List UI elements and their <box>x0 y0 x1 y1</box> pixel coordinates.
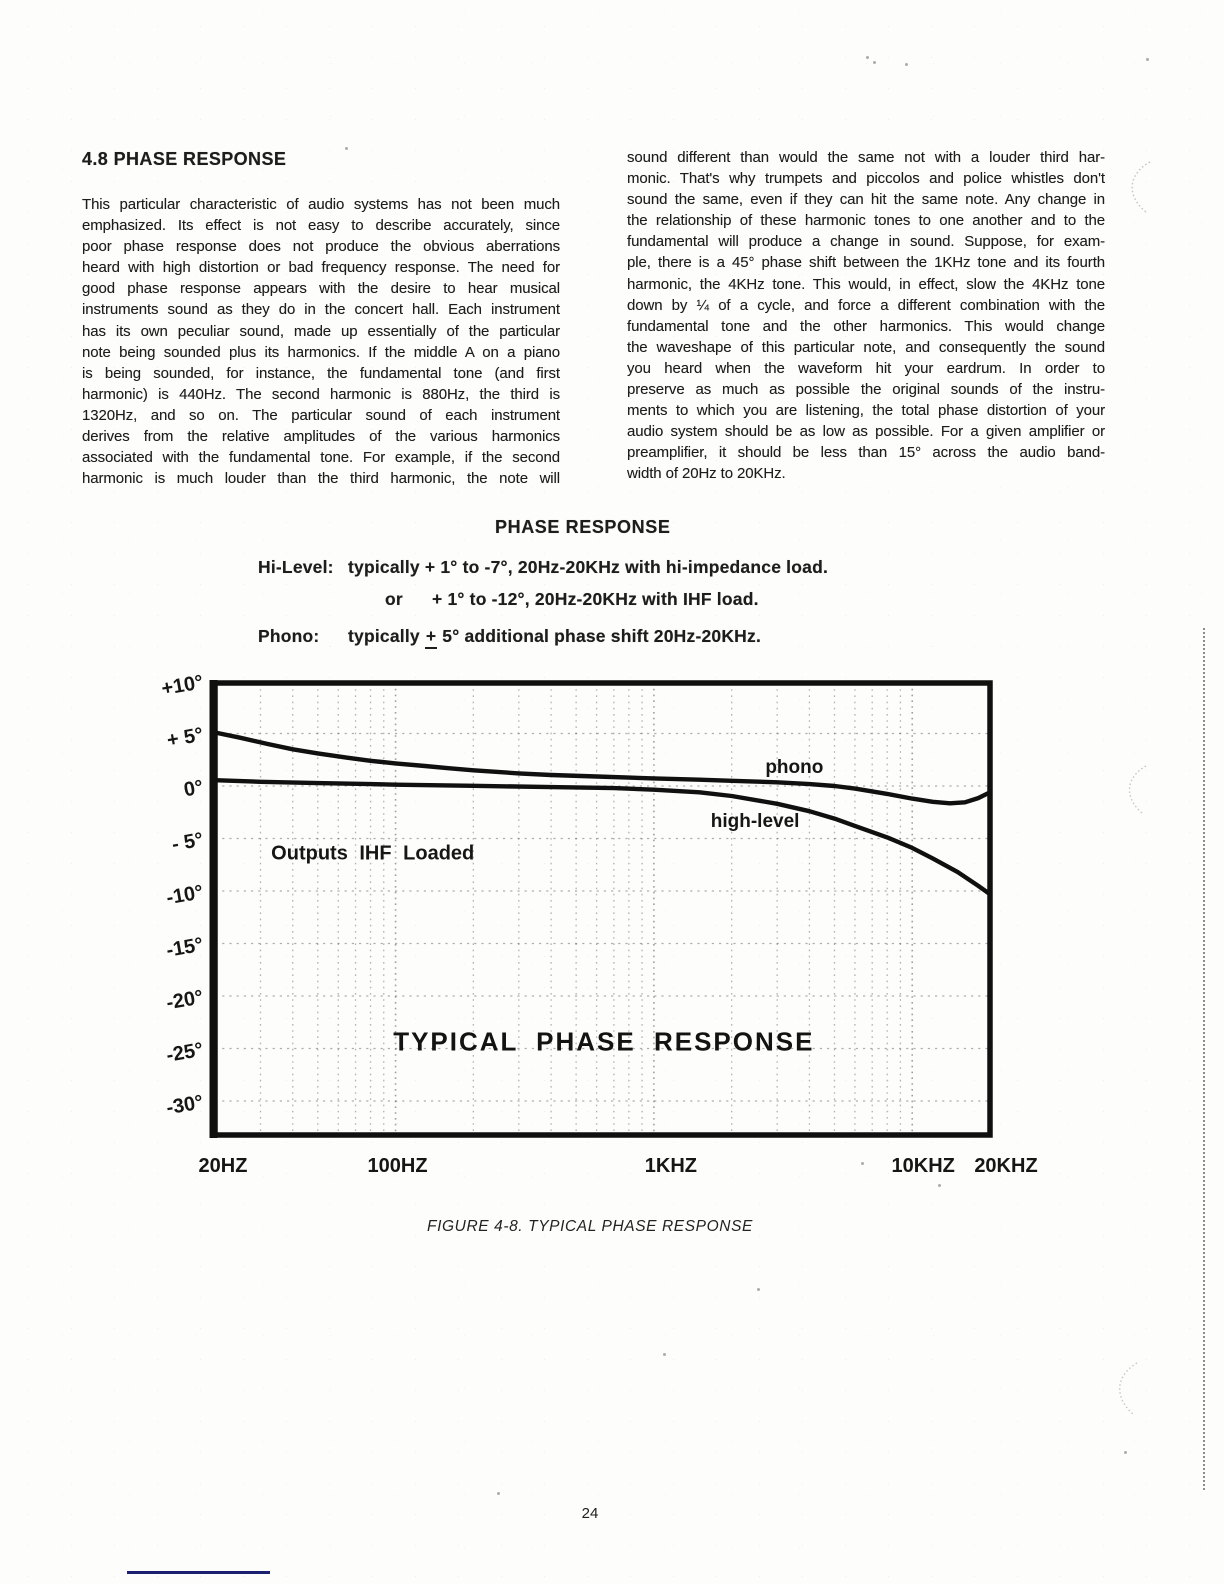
scan-speck <box>873 61 876 64</box>
spec-hi-level-line1: typically + 1° to -7°, 20Hz-20KHz with h… <box>348 557 829 577</box>
x-axis-tick-label: 20HZ <box>199 1155 248 1177</box>
scan-artifact-blue-line <box>127 1571 270 1574</box>
figure-caption: FIGURE 4-8. TYPICAL PHASE RESPONSE <box>427 1218 753 1235</box>
text-line: preamplifier, it should be less than 15°… <box>627 444 1105 462</box>
x-axis-tick-label: 10KHZ <box>892 1155 955 1177</box>
text-line: sound the same, even if they can hit the… <box>627 191 1105 209</box>
text-line: poor phase response does not produce the… <box>82 238 560 256</box>
plot-frame <box>212 680 993 1138</box>
scan-speck <box>861 1162 864 1165</box>
y-axis-tick-label: + 5° <box>165 724 205 752</box>
text-line: ple, there is a 45° phase shift between … <box>627 254 1105 272</box>
x-axis-tick-label: 1KHZ <box>645 1155 697 1177</box>
text-line: 1320Hz, and so on. The particular sound … <box>82 406 560 424</box>
y-axis-tick-label: 0° <box>182 776 205 801</box>
spec-hi-level-line2: + 1° to -12°, 20Hz-20KHz with IHF load. <box>432 589 759 609</box>
x-axis-tick-label: 100HZ <box>368 1155 428 1177</box>
series-phono <box>212 730 993 806</box>
text-line: down by ¼ of a cycle, and force a differ… <box>627 296 1105 314</box>
text-line: you heard when the waveform hit your ear… <box>627 359 1105 377</box>
scan-speck <box>1124 1451 1127 1454</box>
text-line: fundamental tone and the other harmonics… <box>627 317 1105 335</box>
spec-or-label: or <box>385 589 403 609</box>
spec-phono-line: typically +5° additional phase shift 20Hz… <box>348 626 762 649</box>
scan-speck <box>663 1353 666 1356</box>
y-axis-tick-label: -15° <box>165 934 205 962</box>
text-line: instruments sound as they do in the conc… <box>82 301 560 319</box>
scan-speck <box>1146 58 1149 61</box>
text-line: the relationship of these harmonic tones… <box>627 212 1105 230</box>
y-axis-tick-label: +10° <box>160 671 205 700</box>
plus-minus-sign: + <box>424 626 438 649</box>
text-line: emphasized. Its effect is not easy to de… <box>82 217 560 235</box>
y-axis-tick-label: -20° <box>165 986 205 1014</box>
scan-speck <box>757 1288 760 1291</box>
phase-response-chart: +10° + 5° 0° - 5° -10° -15° -20° -25° -30° 20HZ 10… <box>160 671 1038 1177</box>
text-line: harmonic, the 4KHz tone. This would, in … <box>627 275 1105 293</box>
curve-label-outputs-ihf-loaded: Outputs IHF Loaded <box>271 843 474 865</box>
text-line: associated with the fundamental tone. Fo… <box>82 449 560 467</box>
y-axis-tick-label: -30° <box>165 1091 205 1119</box>
scan-artifact-edge-dots <box>1203 628 1205 1490</box>
text-line: the waveshape of this particular note, a… <box>627 338 1105 356</box>
spec-phono-rest: 5° additional phase shift 20Hz-20KHz. <box>442 626 762 646</box>
text-line: preserve as much as possible the origina… <box>627 381 1105 399</box>
chart-title: TYPICAL PHASE RESPONSE <box>393 1027 814 1057</box>
text-line: audio system should be as low as possibl… <box>627 423 1105 441</box>
curve-label-phono: phono <box>765 757 823 778</box>
text-line: good phase response appears with the des… <box>82 280 560 298</box>
body-column-right: sound different than would the same not … <box>627 147 1105 485</box>
text-line: monic. That's why trumpets and piccolos … <box>627 170 1105 188</box>
scan-speck <box>345 147 348 150</box>
spec-hi-level-label: Hi-Level: <box>258 557 334 577</box>
y-axis-tick-label: -10° <box>165 881 205 909</box>
text-line: harmonic is much louder than the third h… <box>82 470 560 488</box>
scan-speck <box>938 1184 941 1187</box>
body-column-left: This particular characteristic of audio … <box>82 194 560 489</box>
text-line: ments to which you are listening, the to… <box>627 402 1105 420</box>
section-heading: 4.8 PHASE RESPONSE <box>82 149 287 169</box>
text-line: heard with high distortion or bad freque… <box>82 259 560 277</box>
text-line: derives from the relative amplitudes of … <box>82 428 560 446</box>
scan-speck <box>866 56 869 59</box>
scan-artifact-arc <box>1119 1362 1138 1416</box>
text-line: harmonic) is 440Hz. The second harmonic … <box>82 385 560 403</box>
spec-phono-label: Phono: <box>258 626 320 646</box>
scan-artifact-arc <box>1131 161 1151 213</box>
text-line: fundamental will produce a change in sou… <box>627 233 1105 251</box>
text-line: width of 20Hz to 20KHz. <box>627 465 786 483</box>
figure-4-8-chart: +10° + 5° 0° - 5° -10° -15° -20° -25° -30° 20HZ 10… <box>130 655 1090 1185</box>
series-high-level <box>212 777 993 897</box>
text-line: has its own peculiar sound, made up esse… <box>82 322 560 340</box>
text-line: This particular characteristic of audio … <box>82 196 560 213</box>
text-line: is being sounded, for instance, the fund… <box>82 364 560 382</box>
y-axis-tick-label: -25° <box>165 1039 205 1067</box>
page-number: 24 <box>581 1505 599 1522</box>
x-axis-tick-label: 20KHZ <box>974 1155 1037 1177</box>
text-line: note being sounded plus its harmonics. I… <box>82 343 560 361</box>
spec-phono-prefix: typically <box>348 626 420 646</box>
scan-speck <box>497 1492 500 1495</box>
curve-label-high-level: high-level <box>711 811 800 832</box>
spec-title: PHASE RESPONSE <box>495 517 671 537</box>
text-line: sound different than would the same not … <box>627 149 1105 166</box>
scan-speck <box>905 63 908 66</box>
y-axis-tick-label: - 5° <box>170 829 205 856</box>
scan-artifact-arc <box>1128 765 1147 815</box>
